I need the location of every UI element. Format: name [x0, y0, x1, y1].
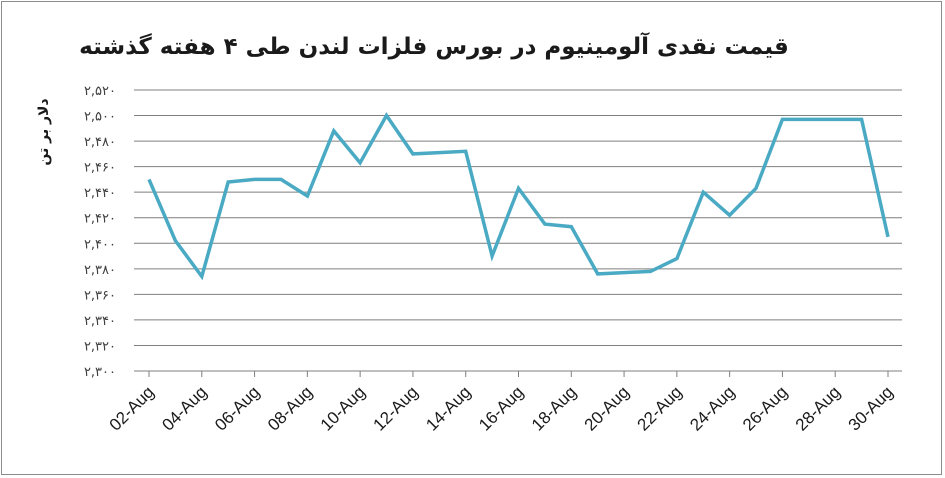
y-tick-label: ۲,۴۲۰: [84, 212, 116, 227]
series-layer: [147, 112, 890, 281]
y-tick-label: ۲,۳۰۰: [84, 365, 116, 380]
y-tick-label: ۲,۴۰۰: [84, 237, 116, 252]
x-tick-label: 08-Aug: [264, 382, 316, 434]
series-line: [147, 112, 890, 281]
x-tick-label: 02-Aug: [106, 382, 158, 434]
x-tick-label: 18-Aug: [528, 382, 580, 434]
y-tick-labels: ۲,۳۰۰ ۲,۳۲۰ ۲,۳۴۰ ۲,۳۶۰ ۲,۳۸۰ ۲,۴۰۰ ۲,۴۲۰ ۲,۴۴۰…: [84, 84, 116, 380]
x-tick-label: 16-Aug: [475, 382, 527, 434]
y-tick-label: ۲,۳۲۰: [84, 339, 116, 354]
x-tick-label: 14-Aug: [422, 382, 474, 434]
x-tick-label: 28-Aug: [792, 382, 844, 434]
x-tick-label: 26-Aug: [739, 382, 791, 434]
gridlines: [134, 89, 902, 346]
y-tick-label: ۲,۳۶۰: [84, 288, 116, 303]
chart-title: قیمت نقدی آلومینیوم در بورس فلزات لندن ط…: [79, 31, 789, 60]
x-axis: [134, 370, 902, 377]
x-tick-label: 20-Aug: [581, 382, 633, 434]
x-tick-label: 10-Aug: [317, 382, 369, 434]
y-tick-label: ۲,۵۰۰: [84, 110, 116, 125]
y-tick-label: ۲,۴۶۰: [84, 161, 116, 176]
x-tick-label: 22-Aug: [633, 382, 685, 434]
x-tick-label: 30-Aug: [845, 382, 897, 434]
x-tick-labels: 02-Aug 04-Aug 06-Aug 08-Aug 10-Aug 12-Aug 14-A…: [106, 382, 897, 434]
x-tick-label: 06-Aug: [211, 382, 263, 434]
x-tick-label: 24-Aug: [686, 382, 738, 434]
y-tick-label: ۲,۵۲۰: [84, 84, 116, 99]
y-tick-label: ۲,۴۸۰: [84, 135, 116, 150]
y-tick-label: ۲,۳۴۰: [84, 314, 116, 329]
y-tick-label: ۲,۳۸۰: [84, 263, 116, 278]
x-tick-label: 12-Aug: [370, 382, 422, 434]
x-tick-label: 04-Aug: [158, 382, 210, 434]
y-axis-label: دلار بر تن: [36, 98, 52, 165]
y-tick-label: ۲,۴۴۰: [84, 186, 116, 201]
